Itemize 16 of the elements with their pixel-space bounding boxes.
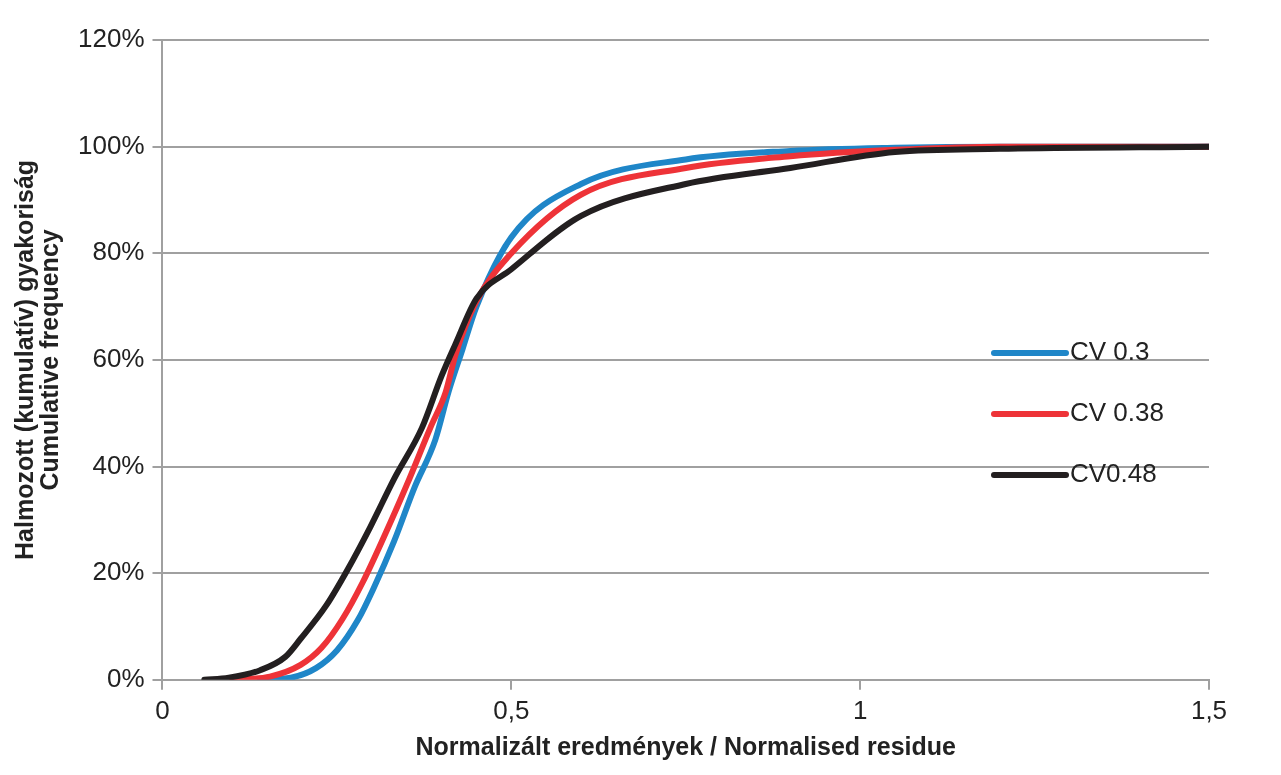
x-tick-label: 0,5 [493, 694, 530, 725]
y-tick-label: 0% [106, 662, 145, 693]
x-tick-label: 1,5 [1190, 694, 1228, 725]
legend-label: CV 0.38 [1070, 397, 1164, 428]
legend-label: CV0.48 [1070, 458, 1157, 489]
y-axis-title: Halmozott (kumulatív) gyakoriság Cumulative frequency [10, 159, 64, 560]
y-tick-label: 120% [78, 23, 145, 54]
x-tick-label: 1 [852, 694, 868, 725]
legend-label: CV 0.3 [1070, 336, 1150, 367]
y-tick-label: 20% [92, 556, 145, 587]
y-tick-label: 80% [92, 236, 145, 267]
x-tick-label: 0 [155, 694, 170, 725]
y-tick-label: 60% [92, 343, 145, 374]
y-tick-label: 40% [92, 449, 145, 480]
y-tick-label: 100% [78, 129, 145, 160]
x-axis-title: Normalizált eredmények / Normalised residue [415, 731, 957, 760]
